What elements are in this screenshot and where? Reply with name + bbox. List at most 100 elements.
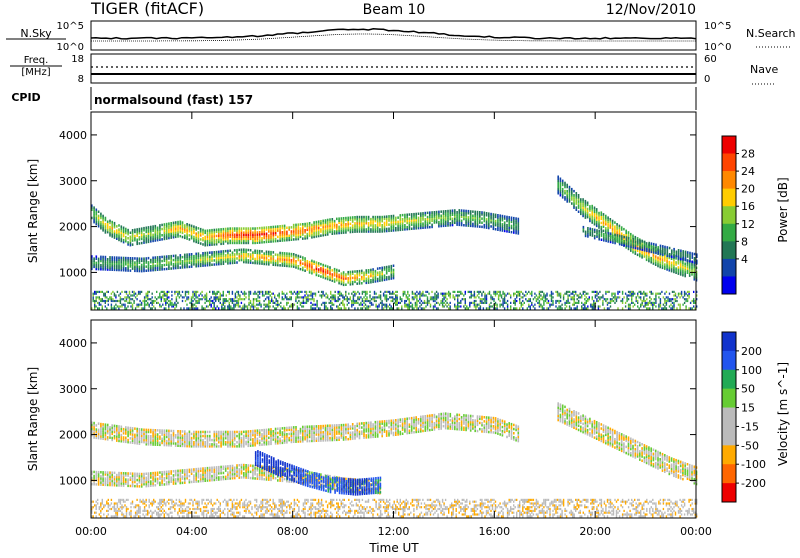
noise-cell bbox=[605, 291, 606, 293]
noise-cell bbox=[507, 293, 508, 295]
echo-cell bbox=[465, 210, 467, 213]
echo-cell bbox=[141, 242, 143, 245]
echo-cell bbox=[200, 242, 202, 245]
noise-cell bbox=[493, 291, 494, 293]
noise-cell bbox=[519, 291, 520, 293]
noise-cell bbox=[186, 291, 187, 293]
echo-cell bbox=[502, 215, 504, 218]
noise-cell bbox=[147, 291, 148, 293]
noise-cell bbox=[489, 304, 490, 306]
noise-cell bbox=[678, 304, 679, 306]
echo-cell bbox=[506, 224, 508, 227]
echo-cell bbox=[180, 235, 182, 238]
noise-cell bbox=[177, 302, 178, 304]
echo-cell bbox=[687, 259, 689, 262]
echo-cell bbox=[209, 251, 211, 254]
echo-cell bbox=[186, 223, 188, 226]
noise-cell bbox=[250, 300, 251, 302]
noise-cell bbox=[648, 302, 649, 304]
noise-cell bbox=[121, 304, 122, 306]
nsearch-tick-bottom: 10^0 bbox=[704, 42, 731, 53]
noise-cell bbox=[208, 305, 209, 307]
noise-cell bbox=[610, 298, 611, 300]
echo-cell bbox=[111, 221, 113, 224]
noise-cell bbox=[501, 294, 502, 296]
noise-cell bbox=[313, 293, 314, 295]
noise-cell bbox=[413, 296, 414, 298]
echo-cell bbox=[587, 208, 589, 211]
noise-cell bbox=[460, 300, 461, 302]
noise-cell bbox=[578, 294, 579, 296]
echo-cell bbox=[418, 217, 420, 220]
noise-cell bbox=[498, 294, 499, 296]
noise-cell bbox=[316, 300, 317, 302]
noise-cell bbox=[263, 304, 264, 306]
noise-cell bbox=[220, 293, 221, 295]
echo-cell bbox=[298, 255, 300, 258]
echo-cell bbox=[325, 265, 327, 268]
echo-cell bbox=[268, 226, 270, 229]
echo-cell bbox=[420, 212, 422, 215]
echo-cell bbox=[175, 255, 177, 258]
noise-cell bbox=[460, 302, 461, 304]
noise-cell bbox=[99, 296, 100, 298]
noise-cell bbox=[672, 291, 673, 293]
noise-cell bbox=[129, 291, 130, 293]
echo-cell bbox=[386, 276, 388, 279]
noise-cell bbox=[353, 294, 354, 296]
noise-cell bbox=[120, 305, 121, 307]
echo-cell bbox=[332, 269, 334, 272]
noise-cell bbox=[155, 307, 156, 309]
noise-cell bbox=[97, 302, 98, 304]
noise-cell bbox=[613, 293, 614, 295]
echo-cell bbox=[343, 217, 345, 220]
noise-cell bbox=[545, 296, 546, 298]
noise-cell bbox=[483, 291, 484, 293]
echo-cell bbox=[454, 209, 456, 212]
noise-cell bbox=[192, 307, 193, 309]
noise-cell bbox=[592, 291, 593, 293]
echo-cell bbox=[573, 194, 575, 197]
noise-cell bbox=[132, 298, 133, 300]
echo-cell bbox=[402, 218, 404, 221]
echo-cell bbox=[93, 257, 95, 260]
echo-cell bbox=[134, 261, 136, 264]
echo-cell bbox=[236, 257, 238, 260]
noise-cell bbox=[450, 296, 451, 298]
echo-cell bbox=[123, 436, 125, 439]
noise-cell bbox=[301, 291, 302, 293]
noise-cell bbox=[443, 305, 444, 307]
noise-cell bbox=[260, 291, 261, 293]
noise-cell bbox=[593, 302, 594, 304]
noise-cell bbox=[578, 302, 579, 304]
noise-cell bbox=[103, 293, 104, 295]
noise-cell bbox=[161, 296, 162, 298]
noise-cell bbox=[578, 296, 579, 298]
noise-cell bbox=[436, 294, 437, 296]
noise-cell bbox=[580, 293, 581, 295]
noise-cell bbox=[536, 298, 537, 300]
echo-cell bbox=[612, 220, 614, 223]
noise-cell bbox=[273, 302, 274, 304]
echo-cell bbox=[157, 429, 159, 432]
noise-cell bbox=[433, 296, 434, 298]
echo-cell bbox=[477, 211, 479, 214]
noise-cell bbox=[297, 291, 298, 293]
y-tick-label: 2000 bbox=[59, 221, 87, 234]
echo-cell bbox=[472, 215, 474, 218]
noise-cell bbox=[368, 305, 369, 307]
echo-cell bbox=[261, 260, 263, 263]
noise-cell bbox=[250, 307, 251, 309]
noise-cell bbox=[642, 300, 643, 302]
noise-cell bbox=[315, 304, 316, 306]
noise-cell bbox=[602, 300, 603, 302]
noise-cell bbox=[604, 307, 605, 309]
noise-cell bbox=[301, 305, 302, 307]
noise-cell bbox=[436, 296, 437, 298]
echo-cell bbox=[148, 435, 150, 438]
noise-cell bbox=[165, 302, 166, 304]
echo-cell bbox=[307, 260, 309, 263]
echo-cell bbox=[180, 266, 182, 269]
noise-cell bbox=[138, 291, 139, 293]
noise-cell bbox=[586, 293, 587, 295]
